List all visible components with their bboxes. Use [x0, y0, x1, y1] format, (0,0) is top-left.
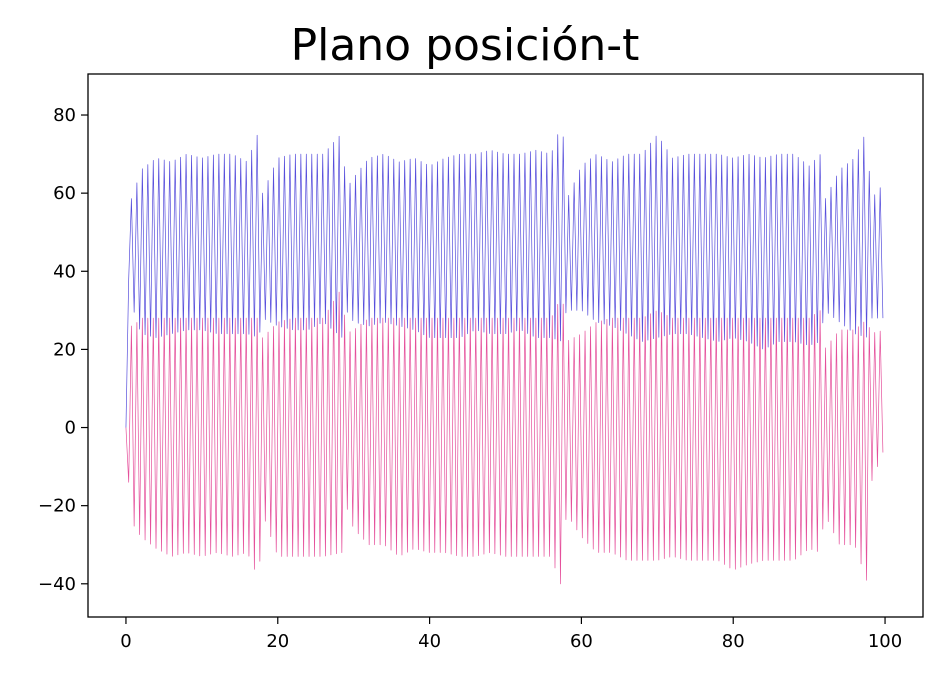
y-tick-label: 20 — [53, 339, 76, 360]
chart-title: Plano posición-t — [291, 20, 640, 71]
x-tick-label: 40 — [418, 631, 441, 652]
y-tick-label: −20 — [38, 496, 76, 517]
plot-area — [125, 134, 884, 585]
x-tick-label: 0 — [120, 631, 131, 652]
x-tick-label: 20 — [266, 631, 289, 652]
axes: 0 20 40 60 80 100 −40 −20 0 20 40 60 80 — [38, 73, 924, 652]
x-tick-label: 100 — [868, 631, 902, 652]
y-tick-label: 60 — [53, 183, 76, 204]
series-line-1 — [125, 134, 884, 428]
x-tick-label: 80 — [722, 631, 745, 652]
y-tick-label: 40 — [53, 261, 76, 282]
y-tick-label: 80 — [53, 105, 76, 126]
y-tick-label: 0 — [65, 418, 76, 439]
x-tick-label: 60 — [570, 631, 593, 652]
y-tick-label: −40 — [38, 574, 76, 595]
series-line-2 — [125, 291, 884, 585]
axes-frame — [87, 73, 924, 618]
